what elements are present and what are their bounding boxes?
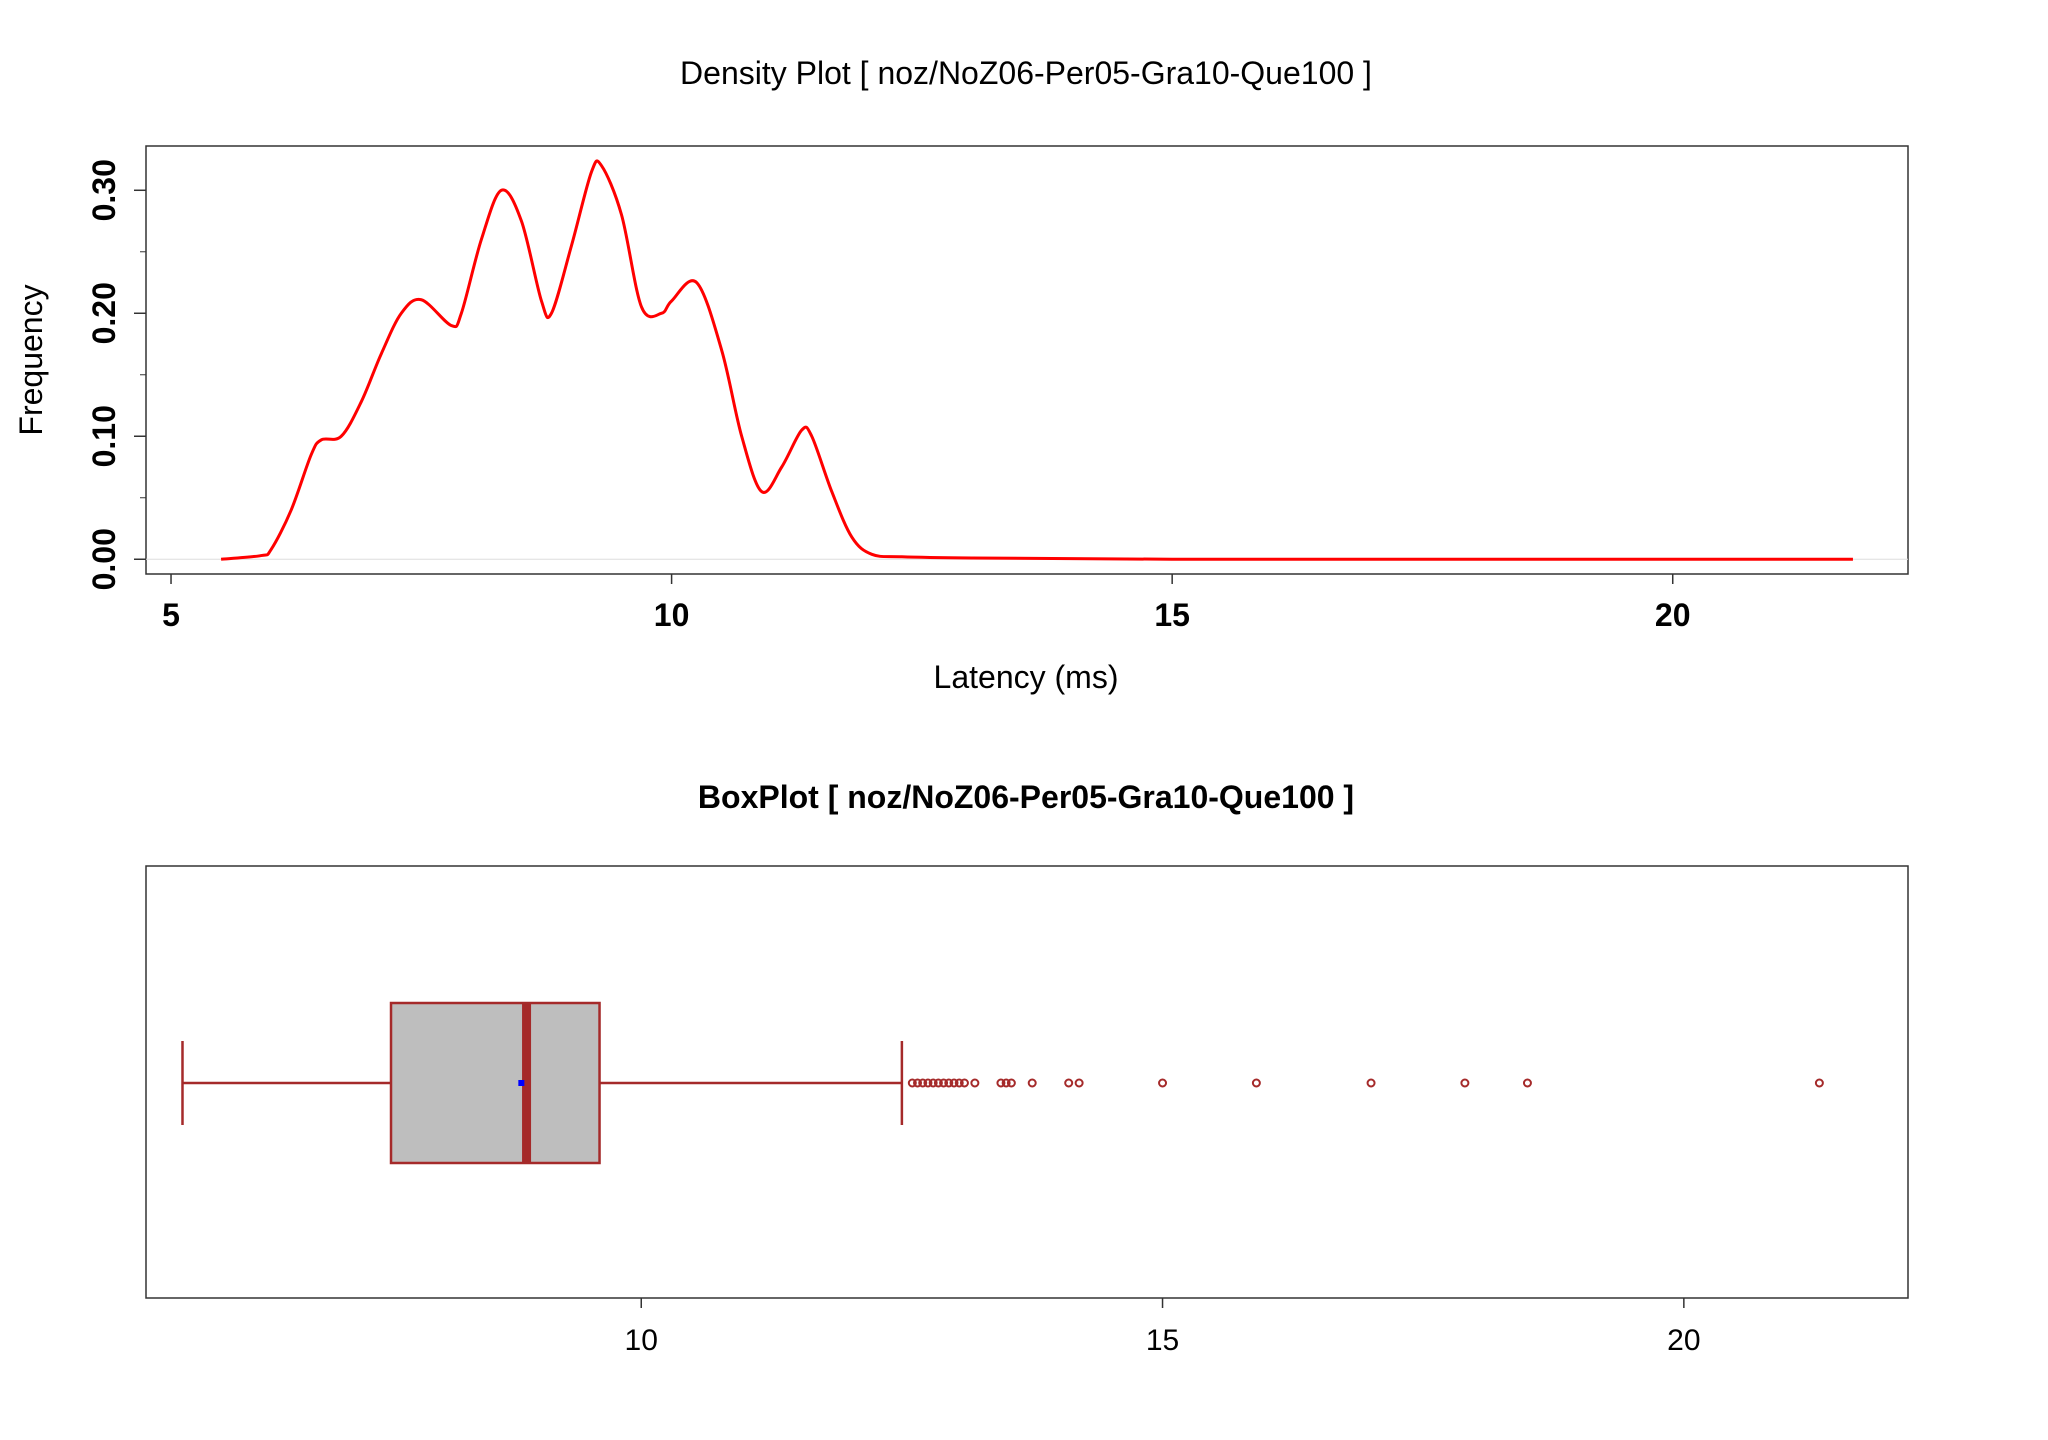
box-outlier bbox=[1074, 1078, 1084, 1088]
box-outlier bbox=[1522, 1078, 1532, 1088]
box-outlier bbox=[1251, 1078, 1261, 1088]
box-outlier bbox=[933, 1078, 943, 1088]
box-outlier bbox=[918, 1078, 928, 1088]
box-outlier bbox=[913, 1078, 923, 1088]
box-outlier bbox=[1158, 1078, 1168, 1088]
density-x-tick-label: 5 bbox=[162, 597, 180, 633]
box-title: BoxPlot [ noz/NoZ06-Per05-Gra10-Que100 ] bbox=[698, 779, 1354, 815]
density-plot-frame bbox=[145, 145, 1909, 575]
box-plot: BoxPlot [ noz/NoZ06-Per05-Gra10-Que100 ]… bbox=[145, 779, 1909, 1357]
density-y-tick-label: 0.10 bbox=[86, 405, 122, 467]
density-y-tick-label: 0.30 bbox=[86, 159, 122, 221]
density-x-label: Latency (ms) bbox=[934, 659, 1119, 695]
density-y-tick-label: 0.00 bbox=[86, 528, 122, 590]
box-x-axis: 10 15 20 bbox=[625, 1298, 1701, 1357]
box-x-tick-label: 20 bbox=[1667, 1324, 1700, 1357]
box-outlier bbox=[1366, 1078, 1376, 1088]
box-outlier bbox=[1027, 1078, 1037, 1088]
box-outlier bbox=[954, 1078, 964, 1088]
density-x-tick-label: 15 bbox=[1154, 597, 1190, 633]
box-outlier bbox=[907, 1078, 917, 1088]
density-y-tick-label: 0.20 bbox=[86, 282, 122, 344]
box-outliers bbox=[907, 1078, 1824, 1088]
box-outlier bbox=[1814, 1078, 1824, 1088]
box-outlier bbox=[923, 1078, 933, 1088]
density-title: Density Plot [ noz/NoZ06-Per05-Gra10-Que… bbox=[680, 55, 1372, 91]
box-outlier bbox=[944, 1078, 954, 1088]
box-x-tick-label: 10 bbox=[625, 1324, 658, 1357]
box-outlier bbox=[1006, 1078, 1016, 1088]
density-x-axis: 5 10 15 20 bbox=[162, 574, 1691, 633]
box-outlier bbox=[949, 1078, 959, 1088]
box-x-tick-label: 15 bbox=[1146, 1324, 1179, 1357]
box-marks bbox=[181, 1001, 904, 1165]
box-outlier bbox=[1001, 1078, 1011, 1088]
density-y-axis: 0.00 0.10 0.20 0.30 bbox=[86, 159, 146, 590]
box-plot-frame bbox=[145, 865, 1909, 1299]
density-plot: Density Plot [ noz/NoZ06-Per05-Gra10-Que… bbox=[13, 55, 1909, 695]
box-outlier bbox=[959, 1078, 969, 1088]
box-outlier bbox=[996, 1078, 1006, 1088]
density-x-tick-label: 10 bbox=[654, 597, 690, 633]
box-mean-marker bbox=[518, 1080, 525, 1086]
box-outlier bbox=[1064, 1078, 1074, 1088]
box-outlier bbox=[970, 1078, 980, 1088]
density-y-label: Frequency bbox=[13, 284, 49, 435]
box-outlier bbox=[939, 1078, 949, 1088]
density-line bbox=[220, 159, 1853, 561]
box-outlier bbox=[1460, 1078, 1470, 1088]
density-x-tick-label: 20 bbox=[1655, 597, 1691, 633]
box-iqr bbox=[389, 1001, 601, 1165]
box-outlier bbox=[928, 1078, 938, 1088]
